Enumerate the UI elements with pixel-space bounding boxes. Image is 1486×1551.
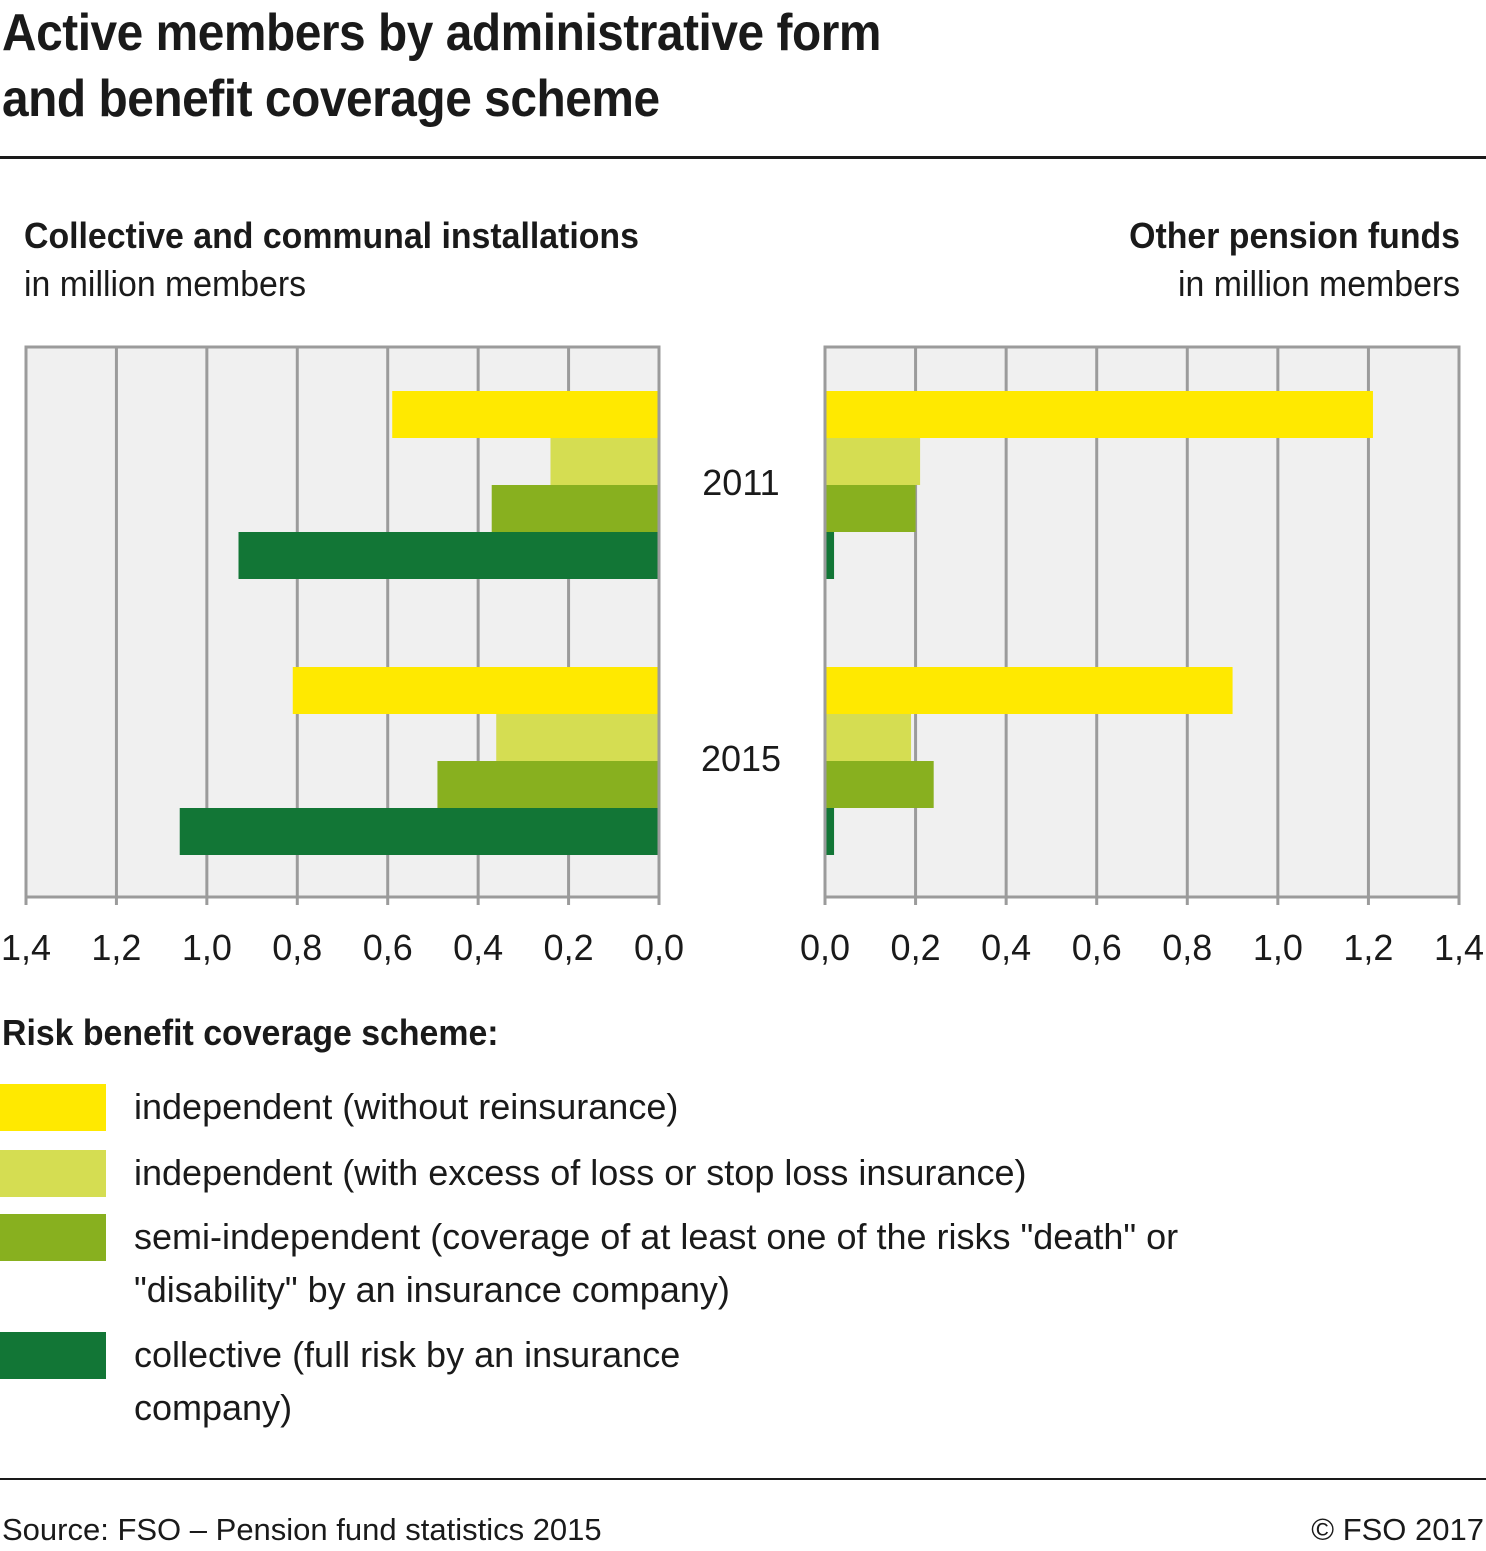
bar [826, 667, 1233, 714]
bar [550, 438, 658, 485]
bottom-rule [0, 1478, 1486, 1480]
tick-label: 0,0 [634, 927, 684, 968]
bar-charts: 0,0 0,2 0,4 0,6 0,8 1,0 1,2 1,4 0,0 0,2 0,4 0,6 0,8 1… [1, 345, 1484, 968]
left-panel-title: Collective and communal installations [24, 215, 639, 256]
tick-label: 1,2 [1343, 927, 1393, 968]
legend-item: independent (without reinsurance) [0, 1084, 1254, 1133]
legend-label: semi-independent (coverage of at least o… [134, 1216, 1179, 1310]
tick-label: 0,4 [453, 927, 503, 968]
bar [238, 532, 658, 579]
left-panel-subtitle: in million members [24, 263, 307, 304]
tick-label: 0,0 [800, 927, 850, 968]
copyright: © FSO 2017 [1311, 1512, 1484, 1547]
tick-label: 0,8 [272, 927, 322, 968]
tick-label: 1,0 [182, 927, 232, 968]
bar [179, 808, 658, 855]
tick-label: 1,0 [1253, 927, 1303, 968]
bar [437, 761, 658, 808]
bar [392, 391, 658, 438]
legend-item: collective (full risk by an insurance co… [0, 1332, 754, 1434]
bar [826, 485, 916, 532]
legend-item: semi-independent (coverage of at least o… [0, 1214, 1244, 1316]
chart-title: Active members by administrative form an… [2, 0, 881, 132]
legend-swatch [0, 1084, 106, 1131]
bar [826, 761, 934, 808]
category-label: 2011 [702, 462, 779, 503]
bar [496, 714, 658, 761]
bar [826, 532, 835, 579]
category-label: 2015 [701, 738, 781, 779]
bar [826, 714, 912, 761]
tick-label: 1,4 [1, 927, 51, 968]
tick-label: 1,2 [91, 927, 141, 968]
bar [826, 808, 835, 855]
bar [826, 438, 921, 485]
legend-swatch [0, 1332, 106, 1379]
title-line-2: and benefit coverage scheme [2, 70, 660, 128]
right-panel-title: Other pension funds [1129, 215, 1460, 256]
title-line-1: Active members by administrative form [2, 4, 881, 62]
tick-label: 0,4 [981, 927, 1031, 968]
legend-label: independent (with excess of loss or stop… [134, 1152, 1027, 1193]
legend-label: collective (full risk by an insurance co… [134, 1334, 681, 1428]
legend-swatch [0, 1214, 106, 1261]
tick-label: 0,6 [1072, 927, 1122, 968]
bar [491, 485, 658, 532]
tick-label: 0,8 [1162, 927, 1212, 968]
right-panel-subtitle: in million members [1177, 263, 1460, 304]
tick-label: 0,6 [363, 927, 413, 968]
source-note: Source: FSO – Pension fund statistics 20… [2, 1512, 602, 1547]
tick-label: 0,2 [891, 927, 941, 968]
bar [826, 391, 1373, 438]
top-rule [0, 156, 1486, 159]
legend-swatch [0, 1150, 106, 1197]
legend-title: Risk benefit coverage scheme: [2, 1012, 499, 1053]
legend-label: independent (without reinsurance) [134, 1086, 679, 1127]
tick-label: 0,2 [544, 927, 594, 968]
bar [292, 667, 658, 714]
tick-label: 1,4 [1434, 927, 1484, 968]
legend-item: independent (with excess of loss or stop… [0, 1150, 1254, 1199]
